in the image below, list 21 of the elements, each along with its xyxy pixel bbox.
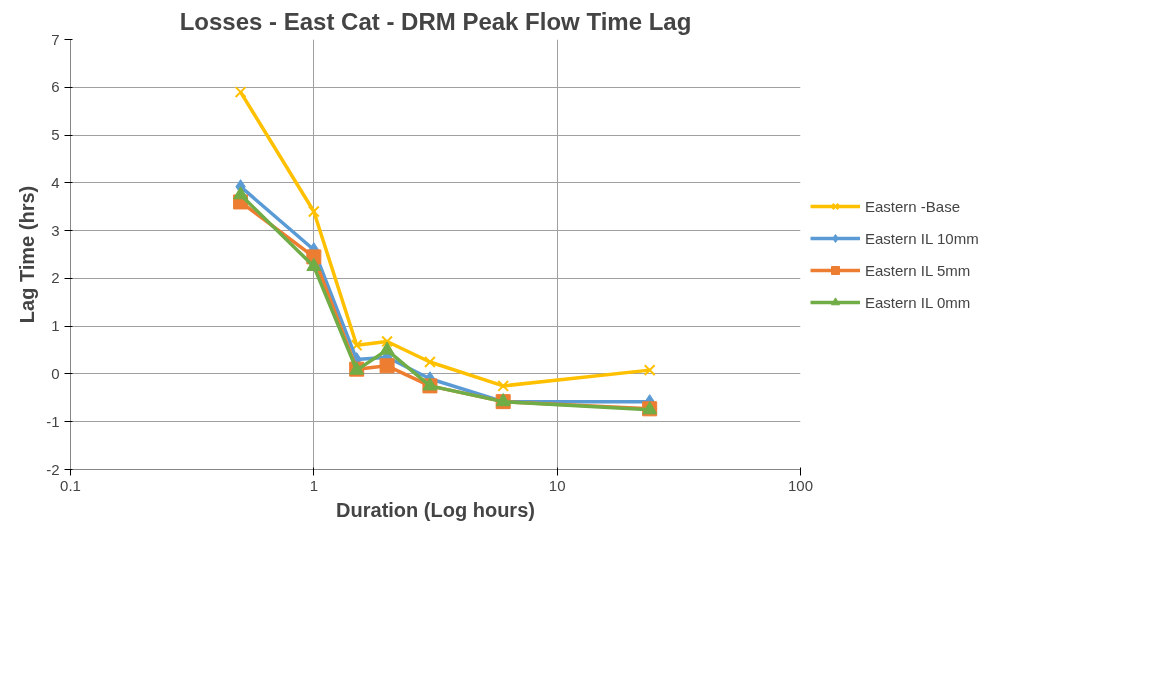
legend-label: Eastern -Base	[865, 197, 961, 215]
y-tick-label: 3	[51, 221, 60, 239]
y-tick-label: 4	[51, 173, 60, 191]
chart-title: Losses - East Cat - DRM Peak Flow Time Lag	[179, 7, 692, 35]
y-tick-label: 7	[51, 30, 60, 48]
legend-label: Eastern IL 0mm	[865, 293, 971, 311]
y-tick-label: 6	[51, 78, 60, 96]
y-tick-label: 5	[51, 126, 60, 144]
x-tick-label: 1	[309, 476, 319, 494]
x-axis-title: Duration (Log hours)	[336, 498, 535, 521]
y-tick-label: -2	[46, 460, 60, 478]
legend-label: Eastern IL 5mm	[865, 261, 971, 279]
y-tick-label: 1	[51, 317, 60, 335]
y-tick-label: 0	[51, 364, 60, 382]
y-axis-title: Lag Time (hrs)	[16, 185, 39, 324]
x-tick-label: 10	[548, 476, 566, 494]
legend-label: Eastern IL 10mm	[865, 229, 979, 247]
x-tick-label: 0.1	[60, 476, 81, 494]
x-tick-label: 100	[787, 476, 814, 494]
y-tick-label: -1	[46, 412, 60, 430]
y-tick-label: 2	[51, 269, 60, 287]
